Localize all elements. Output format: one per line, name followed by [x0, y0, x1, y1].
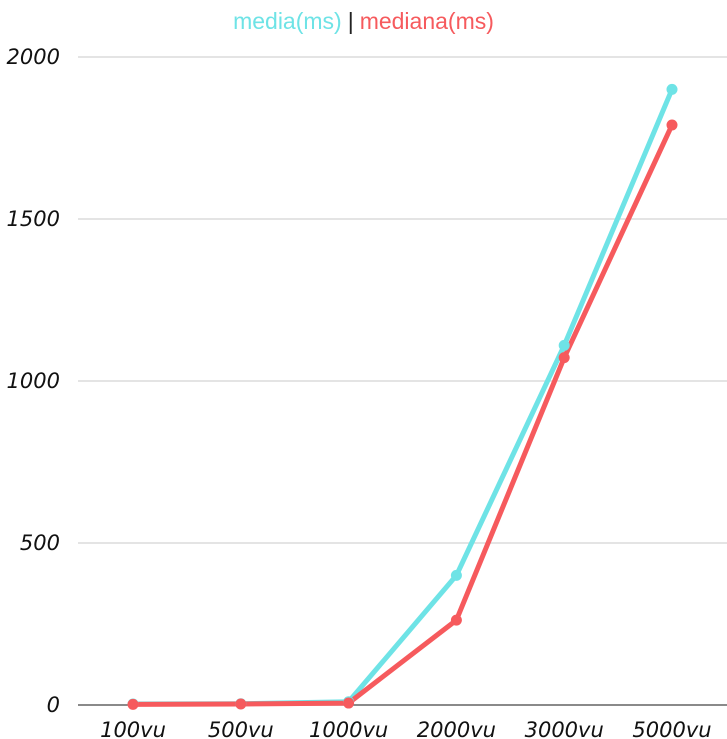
- chart-legend: media(ms) | mediana(ms): [0, 6, 727, 36]
- grid-lines: [78, 56, 727, 706]
- data-point-mediana: [127, 698, 139, 710]
- x-tick-label: 5000vu: [632, 718, 711, 739]
- data-point-mediana: [558, 352, 570, 364]
- series-points: [127, 83, 678, 710]
- series-line-mediana: [130, 122, 675, 707]
- data-point-media: [450, 569, 462, 581]
- x-tick-label: 3000vu: [525, 718, 604, 739]
- data-point-mediana: [235, 698, 247, 710]
- y-tick-label: 1000: [7, 369, 60, 393]
- y-tick-label: 500: [20, 531, 60, 555]
- x-tick-label: 1000vu: [309, 718, 388, 739]
- y-tick-label: 1500: [7, 207, 60, 231]
- data-point-mediana: [666, 119, 678, 131]
- series-lines: [130, 86, 675, 707]
- data-point-media: [666, 83, 678, 95]
- series-line-media: [130, 86, 675, 707]
- data-point-mediana: [343, 697, 355, 709]
- legend-separator: |: [347, 8, 354, 34]
- data-point-mediana: [450, 614, 462, 626]
- x-tick-label: 2000vu: [417, 718, 496, 739]
- x-axis-ticks: 100vu 500vu 1000vu 2000vu 3000vu 5000vu: [100, 718, 712, 739]
- data-point-media: [558, 339, 570, 351]
- y-axis-ticks: 0 500 1000 1500 2000: [7, 45, 60, 717]
- x-tick-label: 500vu: [208, 718, 274, 739]
- x-tick-label: 100vu: [100, 718, 166, 739]
- legend-series-mediana: mediana(ms): [359, 8, 494, 34]
- y-tick-label: 2000: [7, 45, 60, 69]
- y-tick-label: 0: [47, 693, 60, 717]
- legend-series-media: media(ms): [233, 8, 342, 34]
